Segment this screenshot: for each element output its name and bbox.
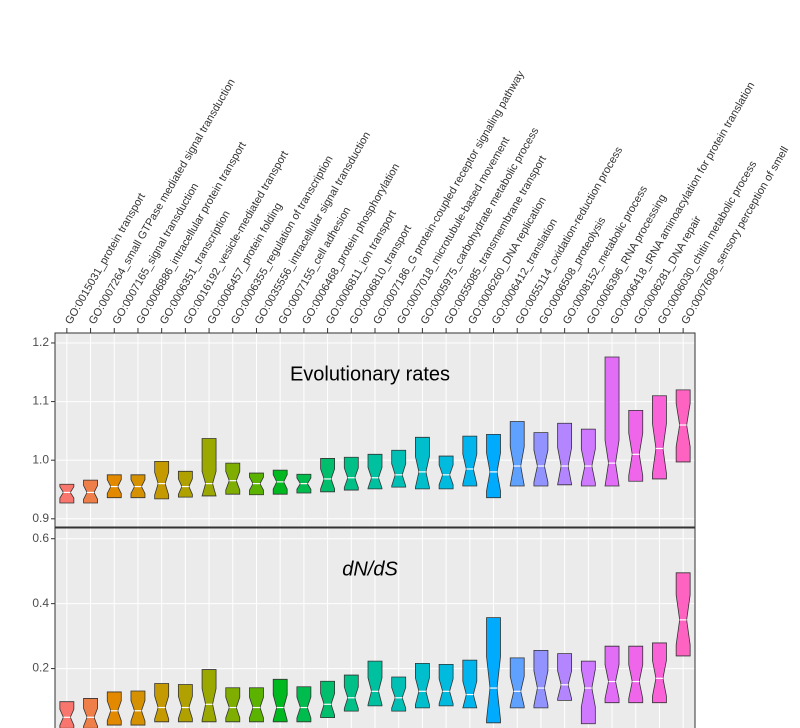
box xyxy=(201,438,217,497)
box xyxy=(675,572,691,657)
box xyxy=(343,674,359,712)
box xyxy=(462,435,478,487)
box xyxy=(177,684,193,723)
box xyxy=(154,460,170,500)
box xyxy=(415,436,430,490)
box xyxy=(604,356,620,487)
box xyxy=(604,645,620,704)
box xyxy=(320,680,335,718)
box xyxy=(509,421,525,487)
box xyxy=(59,701,75,728)
box xyxy=(83,479,98,504)
y-tick-label: 0.0 xyxy=(32,726,49,728)
box xyxy=(272,678,288,723)
y-tick-label: 0.4 xyxy=(32,596,49,610)
box xyxy=(486,433,501,499)
y-tick-label: 1.0 xyxy=(32,452,49,466)
box xyxy=(225,462,241,495)
y-tick-label: 0.6 xyxy=(32,531,49,545)
box xyxy=(415,662,430,709)
box xyxy=(557,653,573,701)
box xyxy=(391,449,407,488)
box xyxy=(320,458,335,493)
box xyxy=(249,687,264,723)
box xyxy=(59,483,75,504)
box xyxy=(533,649,549,709)
y-tick-label: 0.9 xyxy=(32,511,49,525)
box xyxy=(462,659,478,709)
box xyxy=(367,453,383,490)
box xyxy=(557,422,573,486)
box xyxy=(391,676,407,712)
panel-border xyxy=(54,527,696,728)
panel-title: dN/dS xyxy=(342,558,398,580)
panel-border xyxy=(54,332,696,528)
x-tick-label: GO:0006030_chitin metabolic process xyxy=(656,159,760,327)
box xyxy=(296,686,312,723)
box xyxy=(509,657,525,709)
box xyxy=(580,660,596,725)
box xyxy=(177,470,193,498)
panel-title: Evolutionary rates xyxy=(290,363,450,385)
box xyxy=(628,409,644,482)
box xyxy=(675,389,691,463)
y-tick-label: 1.1 xyxy=(32,394,49,408)
box xyxy=(83,698,98,728)
box xyxy=(154,683,170,723)
box xyxy=(106,691,122,726)
y-tick-label: 0.2 xyxy=(32,661,49,675)
box xyxy=(225,687,241,723)
box xyxy=(343,456,359,491)
box xyxy=(130,690,146,726)
box xyxy=(580,428,596,487)
box xyxy=(438,455,454,490)
box xyxy=(367,660,383,707)
box xyxy=(201,669,217,723)
box xyxy=(628,645,644,704)
box xyxy=(533,432,549,487)
box xyxy=(438,663,454,707)
box xyxy=(486,617,501,724)
y-tick-label: 1.2 xyxy=(32,335,49,349)
box xyxy=(652,395,667,480)
box xyxy=(652,642,667,704)
